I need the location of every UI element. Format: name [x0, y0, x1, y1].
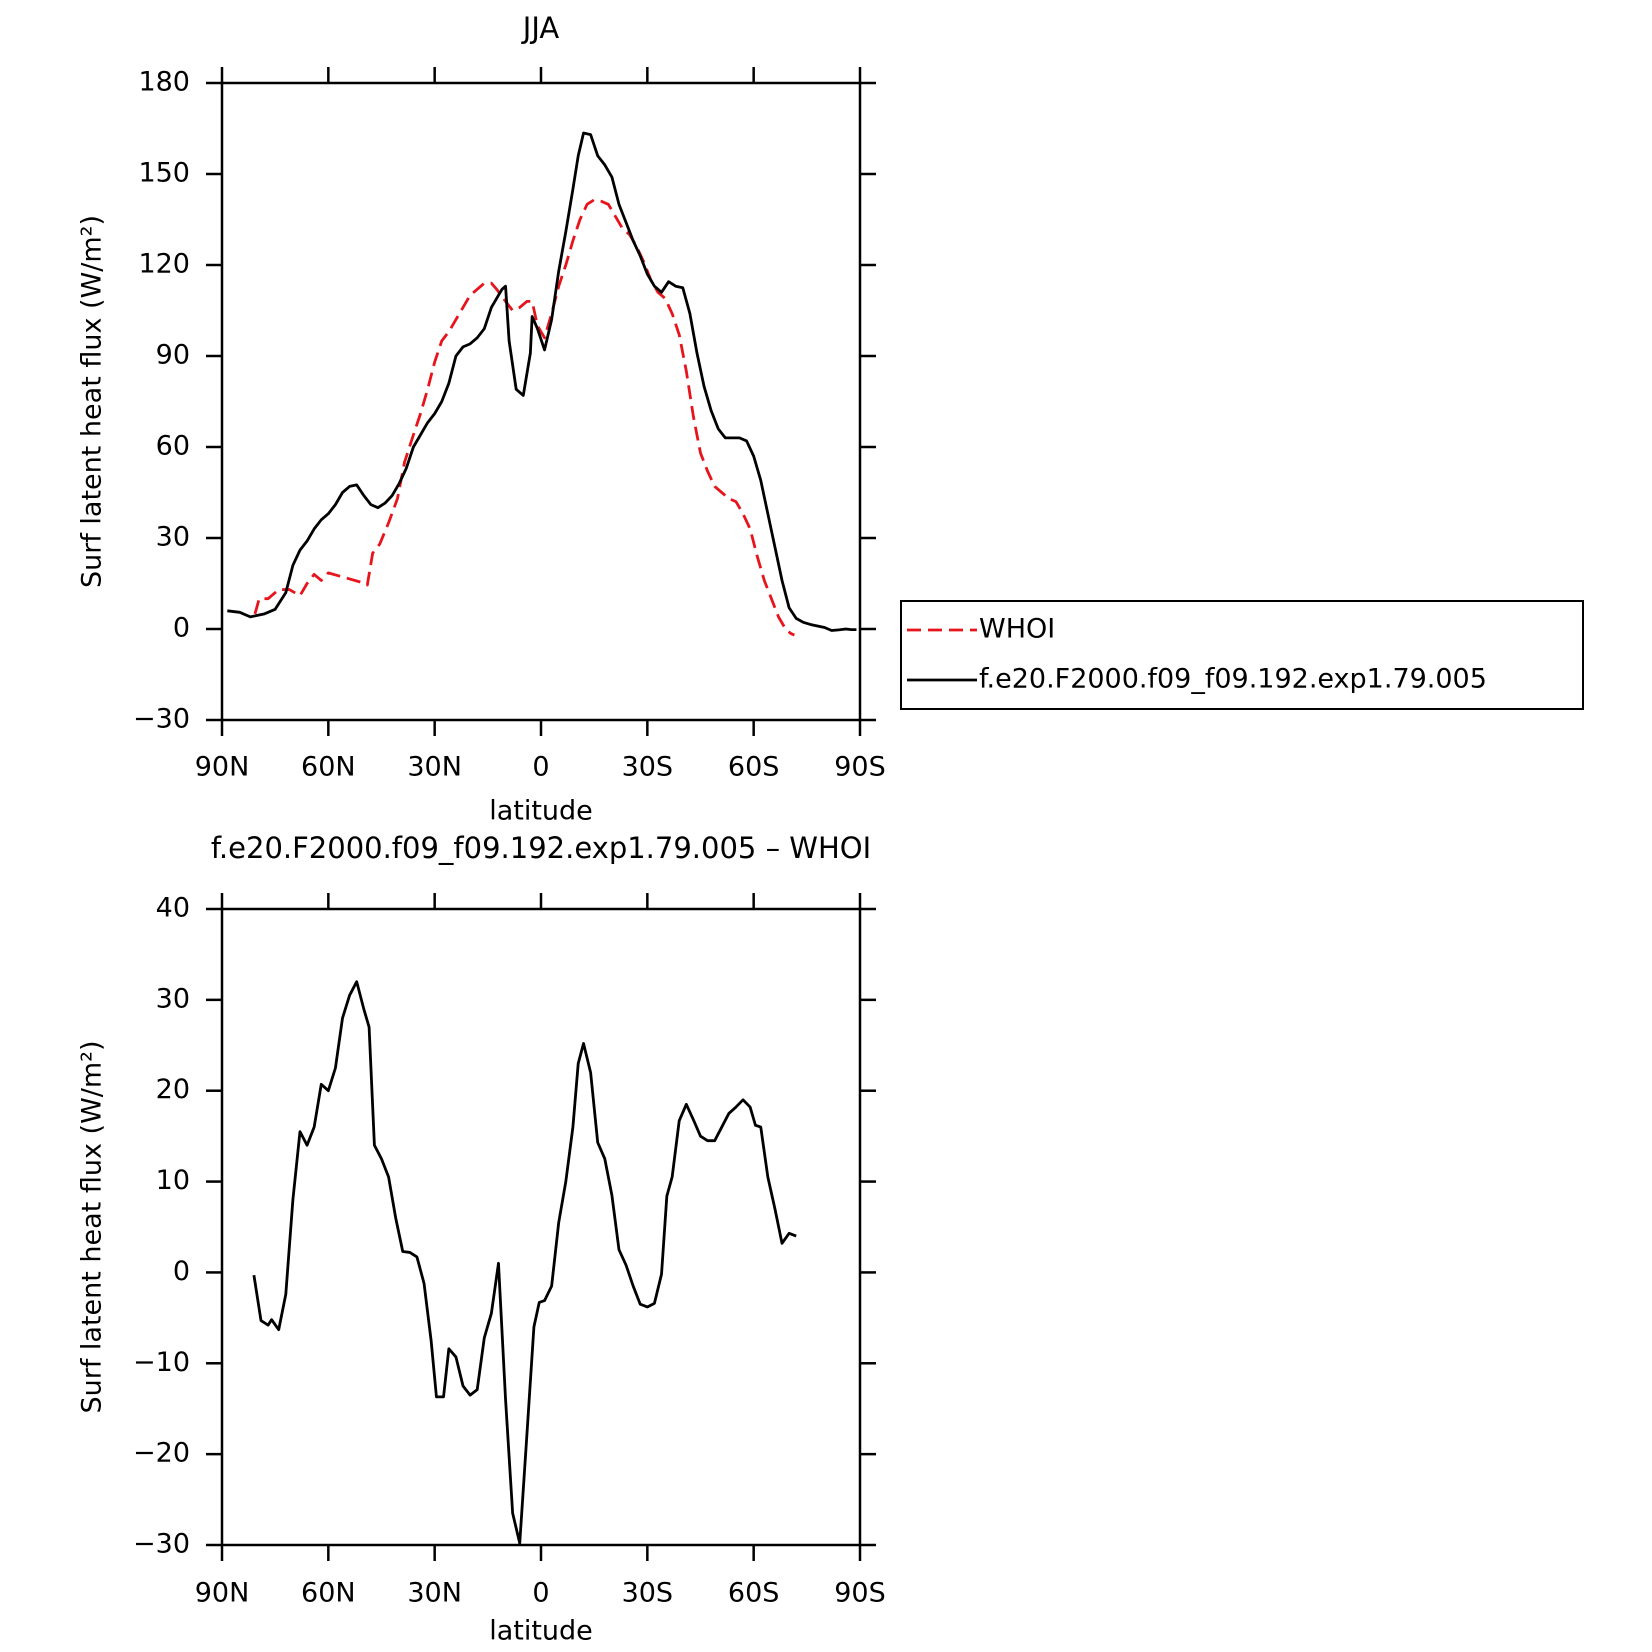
y-tick-label: 180 [138, 67, 190, 98]
data-line [252, 980, 797, 1545]
legend-label: WHOI [979, 614, 1055, 645]
y-tick-label: −20 [133, 1438, 190, 1469]
plot-frame [220, 81, 862, 722]
data-line [227, 131, 857, 632]
y-tick-label: 10 [156, 1165, 190, 1196]
y-axis-label: Surf latent heat flux (W/m²) [77, 215, 108, 588]
x-tick-label: 90N [195, 752, 250, 783]
y-tick-label: 150 [138, 158, 190, 189]
x-tick-label: 30S [622, 752, 674, 783]
x-axis-label: latitude [489, 1616, 593, 1647]
legend: WHOI f.e20.F2000.f09_f09.192.exp1.79.005 [900, 600, 1584, 710]
y-tick-label: 0 [173, 613, 190, 644]
chart-title: f.e20.F2000.f09_f09.192.exp1.79.005 – WH… [211, 831, 871, 865]
x-tick-label: 0 [532, 1578, 549, 1609]
legend-box [900, 600, 1584, 710]
y-tick-label: 40 [156, 893, 190, 924]
x-tick-label: 60S [728, 1578, 780, 1609]
y-tick-label: 60 [156, 431, 190, 462]
x-tick-label: 90S [834, 1578, 886, 1609]
x-tick-label: 60N [301, 1578, 356, 1609]
x-tick-label: 90S [834, 752, 886, 783]
x-tick-label: 0 [532, 752, 549, 783]
x-tick-label: 90N [195, 1578, 250, 1609]
x-axis-label: latitude [489, 796, 593, 827]
y-tick-label: 30 [156, 983, 190, 1014]
x-tick-label: 60N [301, 752, 356, 783]
y-tick-label: 120 [138, 249, 190, 280]
y-tick-label: −30 [133, 704, 190, 735]
y-axis-label: Surf latent heat flux (W/m²) [77, 1040, 108, 1413]
y-tick-label: 20 [156, 1074, 190, 1105]
x-tick-label: 30S [622, 1578, 674, 1609]
y-tick-label: 0 [173, 1256, 190, 1287]
x-tick-label: 60S [728, 752, 780, 783]
x-tick-label: 30N [407, 752, 462, 783]
chart-title: JJA [521, 11, 560, 45]
legend-label: f.e20.F2000.f09_f09.192.exp1.79.005 [979, 664, 1487, 695]
y-tick-label: 30 [156, 522, 190, 553]
y-tick-label: −30 [133, 1529, 190, 1560]
y-tick-label: 90 [156, 340, 190, 371]
x-tick-label: 30N [407, 1578, 462, 1609]
plot-frame [220, 907, 862, 1547]
y-tick-label: −10 [133, 1347, 190, 1378]
